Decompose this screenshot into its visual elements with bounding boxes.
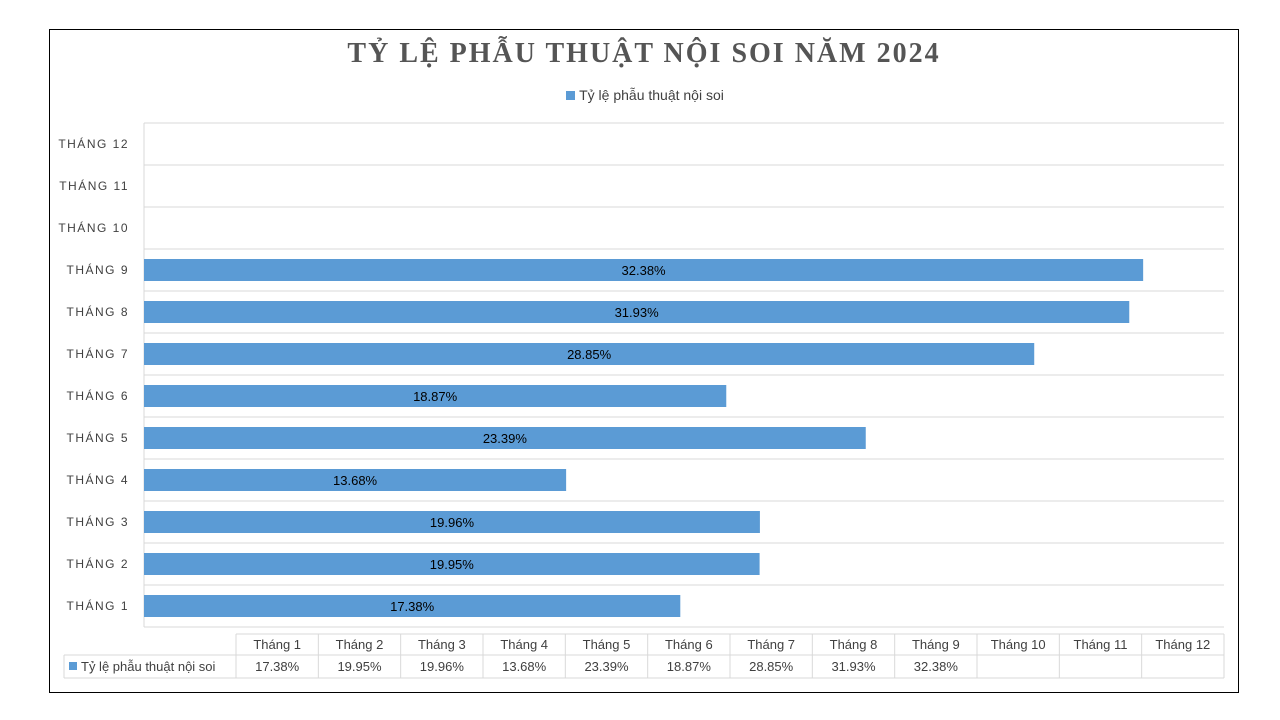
table-value-cell: 32.38% (914, 659, 959, 674)
category-label: THÁNG 7 (66, 346, 129, 361)
bar (144, 595, 681, 617)
table-header-cell: Tháng 10 (991, 637, 1046, 652)
category-label: THÁNG 2 (66, 556, 129, 571)
table-header-cell: Tháng 6 (665, 637, 713, 652)
category-label: THÁNG 10 (58, 220, 129, 235)
data-label: 28.85% (567, 347, 612, 362)
bar (144, 343, 1035, 365)
data-label: 19.95% (430, 557, 475, 572)
table-header-cell: Tháng 7 (747, 637, 795, 652)
table-value-cell: 23.39% (584, 659, 629, 674)
table-value-cell: 18.87% (667, 659, 712, 674)
table-value-cell: 19.95% (337, 659, 382, 674)
table-header-cell: Tháng 4 (500, 637, 548, 652)
bar (144, 259, 1144, 281)
bar (144, 469, 567, 491)
legend-label: Tỷ lệ phẫu thuật nội soi (579, 87, 724, 103)
data-label: 23.39% (483, 431, 528, 446)
bar (144, 385, 727, 407)
data-label: 19.96% (430, 515, 475, 530)
table-row-label: Tỷ lệ phẫu thuật nội soi (81, 659, 216, 674)
table-value-cell: 17.38% (255, 659, 300, 674)
table-value-cell: 31.93% (831, 659, 876, 674)
category-label: THÁNG 8 (66, 304, 129, 319)
bar (144, 511, 760, 533)
table-legend-key (69, 662, 77, 670)
category-label: THÁNG 12 (58, 136, 129, 151)
bar (144, 301, 1130, 323)
table-value-cell: 19.96% (420, 659, 465, 674)
data-label: 17.38% (390, 599, 435, 614)
bar (144, 427, 866, 449)
table-header-cell: Tháng 3 (418, 637, 466, 652)
legend-swatch (566, 91, 576, 100)
chart-title: TỶ LỆ PHẪU THUẬT NỘI SOI NĂM 2024 (347, 38, 941, 69)
category-label: THÁNG 5 (66, 430, 129, 445)
table-header-cell: Tháng 8 (830, 637, 878, 652)
category-label: THÁNG 4 (66, 472, 129, 487)
bar (144, 553, 760, 575)
table-header-cell: Tháng 12 (1155, 637, 1210, 652)
table-value-cell: 28.85% (749, 659, 794, 674)
data-label: 13.68% (333, 473, 378, 488)
data-label: 18.87% (413, 389, 458, 404)
category-label: THÁNG 11 (59, 178, 129, 193)
data-label: 31.93% (615, 305, 660, 320)
category-label: THÁNG 9 (66, 262, 129, 277)
category-label: THÁNG 6 (66, 388, 129, 403)
chart-frame (49, 29, 1239, 693)
category-label: THÁNG 3 (66, 514, 129, 529)
data-label: 32.38% (622, 263, 667, 278)
table-header-cell: Tháng 9 (912, 637, 960, 652)
legend: Tỷ lệ phẫu thuật nội soi (0, 87, 1280, 103)
table-header-cell: Tháng 1 (253, 637, 301, 652)
category-label: THÁNG 1 (66, 598, 129, 613)
table-header-cell: Tháng 2 (336, 637, 384, 652)
table-header-cell: Tháng 11 (1074, 637, 1128, 652)
table-header-cell: Tháng 5 (583, 637, 631, 652)
table-value-cell: 13.68% (502, 659, 547, 674)
